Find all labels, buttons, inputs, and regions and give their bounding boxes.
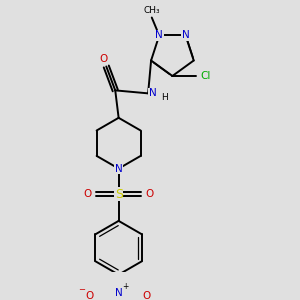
Text: N: N bbox=[115, 288, 122, 298]
Text: O: O bbox=[84, 189, 92, 199]
Text: CH₃: CH₃ bbox=[143, 6, 160, 15]
Text: N: N bbox=[149, 88, 157, 98]
Text: S: S bbox=[115, 188, 123, 200]
Text: O: O bbox=[99, 54, 107, 64]
Text: +: + bbox=[122, 282, 128, 291]
Text: N: N bbox=[155, 30, 163, 40]
Text: H: H bbox=[161, 93, 168, 102]
Text: −: − bbox=[78, 285, 85, 294]
Text: O: O bbox=[142, 291, 151, 300]
Text: Cl: Cl bbox=[200, 71, 211, 81]
Text: N: N bbox=[115, 164, 122, 174]
Text: O: O bbox=[145, 189, 154, 199]
Text: O: O bbox=[85, 291, 94, 300]
Text: N: N bbox=[182, 30, 190, 40]
